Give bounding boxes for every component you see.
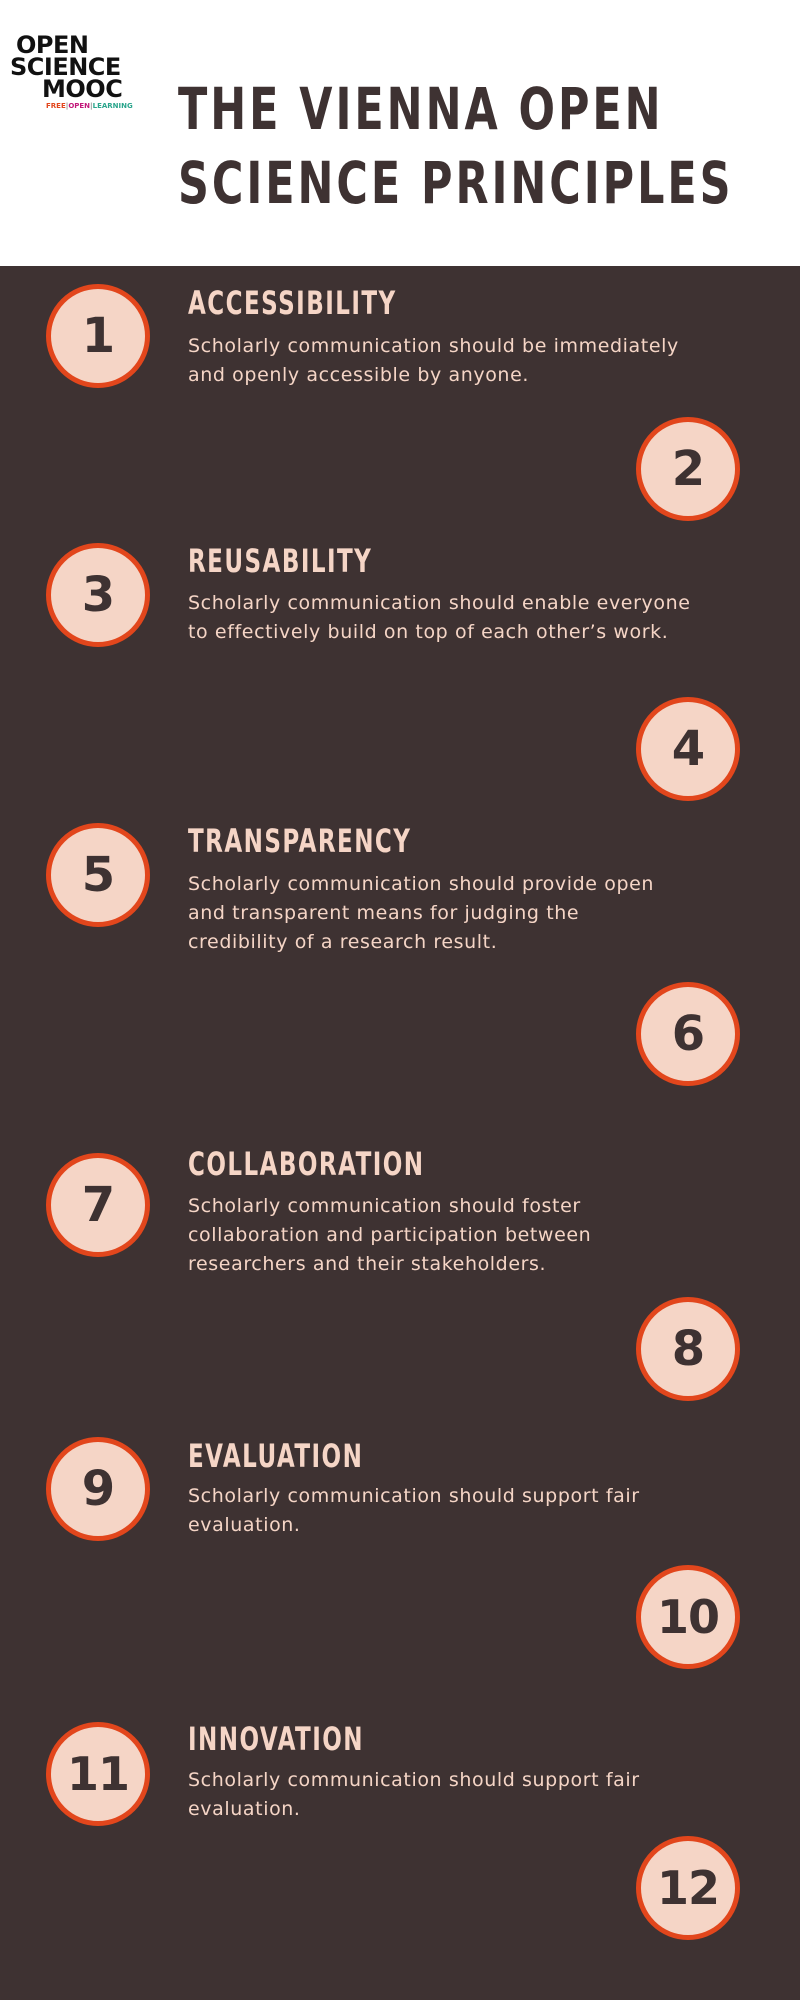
- principle-title: ACCESSIBILITY: [188, 284, 397, 322]
- principle-number-badge: 1: [46, 284, 150, 388]
- principle-title: COLLABORATION: [188, 1145, 425, 1183]
- principle-description-line: to effectively build on top of each othe…: [188, 621, 669, 643]
- logo-line-open: OPEN: [16, 31, 89, 59]
- principle-title: EVALUATION: [188, 1437, 364, 1475]
- principle-number-badge: 5: [46, 823, 150, 927]
- principle-description-line: Scholarly communication should provide o…: [188, 873, 655, 895]
- logo-line-mooc: MOOC: [42, 75, 123, 103]
- principle-description: Scholarly communication should support f…: [188, 1482, 748, 1540]
- principle-title: REUSABILITY: [188, 542, 373, 580]
- principle-title: INNOVATION: [188, 1720, 364, 1758]
- principle-description-line: and transparent means for judging the: [188, 902, 580, 924]
- principle-number-badge: 3: [46, 543, 150, 647]
- page-title: THE VIENNA OPEN SCIENCE PRINCIPLES: [178, 72, 734, 220]
- page-title-line-2: SCIENCE PRINCIPLES: [178, 149, 734, 217]
- logo-tag-open: OPEN: [68, 102, 91, 110]
- logo-tag-separator: |: [65, 102, 69, 110]
- logo-tag-learning: LEARNING: [92, 102, 133, 110]
- principle-number-badge: 11: [46, 1722, 150, 1826]
- logo-line-science: SCIENCE: [10, 53, 121, 81]
- principle-description-line: Scholarly communication should enable ev…: [188, 592, 691, 614]
- principle-description-line: and openly accessible by anyone.: [188, 364, 530, 386]
- principle-description-line: collaboration and participation between: [188, 1224, 592, 1246]
- page-title-line-1: THE VIENNA OPEN: [178, 75, 664, 143]
- principles-panel: [0, 266, 800, 2000]
- logo-tag-separator: |: [90, 102, 93, 110]
- principle-description: Scholarly communication should foster col…: [188, 1192, 748, 1279]
- principle-description: Scholarly communication should provide o…: [188, 870, 748, 957]
- principle-number-badge: 12: [636, 1836, 740, 1940]
- principle-description-line: credibility of a research result.: [188, 931, 498, 953]
- logo-tag-free: FREE: [46, 102, 66, 110]
- principle-description-line: Scholarly communication should foster: [188, 1195, 581, 1217]
- principle-number-badge: 4: [636, 697, 740, 801]
- header: OPEN SCIENCE MOOC FREE|OPEN|LEARNING THE…: [0, 0, 800, 266]
- open-science-mooc-logo: OPEN SCIENCE MOOC FREE|OPEN|LEARNING: [10, 31, 134, 111]
- principle-description: Scholarly communication should be immedi…: [188, 332, 748, 390]
- principle-number-badge: 9: [46, 1437, 150, 1541]
- logo-tagline: FREE|OPEN|LEARNING: [10, 102, 134, 111]
- principle-number-badge: 10: [636, 1565, 740, 1669]
- principle-description: Scholarly communication should enable ev…: [188, 589, 748, 647]
- principle-description-line: researchers and their stakeholders.: [188, 1253, 547, 1275]
- principle-description-line: evaluation.: [188, 1514, 301, 1536]
- principle-description-line: Scholarly communication should support f…: [188, 1485, 640, 1507]
- principle-number-badge: 2: [636, 417, 740, 521]
- principle-description-line: Scholarly communication should be immedi…: [188, 335, 679, 357]
- principle-description-line: evaluation.: [188, 1798, 301, 1820]
- principle-number-badge: 7: [46, 1153, 150, 1257]
- principle-title: TRANSPARENCY: [188, 822, 412, 860]
- principle-number-badge: 6: [636, 982, 740, 1086]
- principle-number-badge: 8: [636, 1297, 740, 1401]
- principle-description-line: Scholarly communication should support f…: [188, 1769, 640, 1791]
- principle-description: Scholarly communication should support f…: [188, 1766, 748, 1824]
